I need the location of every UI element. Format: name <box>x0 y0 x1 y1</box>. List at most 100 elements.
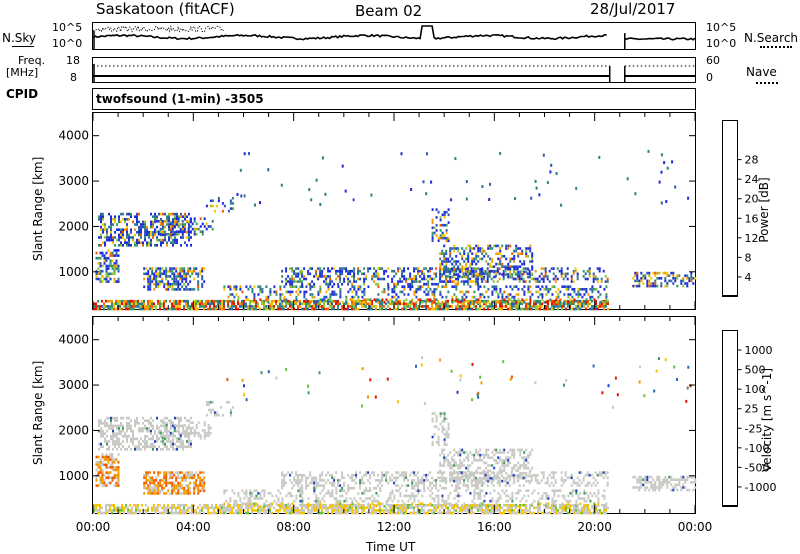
power-cell <box>329 293 332 296</box>
power-cell <box>323 302 325 306</box>
velocity-cell <box>229 509 231 512</box>
velocity-cell <box>397 509 399 512</box>
velocity-cell <box>565 509 567 512</box>
power-cell <box>101 280 104 283</box>
power-cell <box>668 279 671 283</box>
power-cell <box>174 231 176 234</box>
power-cell <box>182 236 184 239</box>
power-cell <box>229 202 232 205</box>
velocity-cell <box>191 421 194 424</box>
velocity-cell <box>259 494 262 498</box>
power-cell <box>443 272 446 276</box>
power-cell <box>556 277 559 281</box>
power-cell <box>353 285 356 288</box>
velocity-cell <box>111 455 114 459</box>
power-cell <box>457 260 460 263</box>
velocity-cell <box>349 503 351 507</box>
velocity-cell <box>295 473 298 477</box>
power-cell <box>199 305 201 308</box>
power-cell <box>445 249 448 253</box>
power-cell <box>321 299 323 303</box>
velocity-cell <box>403 503 405 507</box>
power-cell <box>119 307 121 311</box>
power-cell <box>467 267 470 270</box>
power-cell <box>654 271 657 275</box>
velocity-cell <box>127 506 129 510</box>
power-cell <box>281 302 283 306</box>
velocity-cell <box>317 503 319 507</box>
power-cell <box>445 295 448 299</box>
velocity-cell <box>561 506 563 510</box>
power-cell <box>130 244 132 247</box>
velocity-cell <box>397 505 400 508</box>
velocity-cell <box>190 416 192 420</box>
power-cell <box>197 288 200 291</box>
velocity-cell <box>116 432 118 435</box>
power-cell <box>325 275 328 278</box>
power-cell <box>597 305 599 308</box>
velocity-cell <box>429 502 432 505</box>
velocity-cell <box>183 479 186 482</box>
power-cell <box>98 215 100 218</box>
velocity-cell <box>389 494 392 498</box>
power-cell <box>475 305 477 308</box>
power-cell <box>407 267 410 270</box>
velocity-cell <box>148 429 150 433</box>
power-cell <box>502 277 505 281</box>
velocity-cell <box>207 426 210 430</box>
velocity-cell <box>375 509 377 512</box>
power-cell <box>257 293 260 296</box>
velocity-cell <box>441 494 444 498</box>
velocity-cell <box>445 503 447 507</box>
power-cell <box>120 241 122 244</box>
velocity-cell <box>479 503 481 507</box>
power-cell <box>201 222 204 226</box>
velocity-cell <box>140 429 142 433</box>
power-cell <box>105 269 108 273</box>
velocity-cell <box>177 481 180 485</box>
power-cell <box>112 236 114 239</box>
power-cell <box>447 260 450 263</box>
velocity-cell <box>251 505 254 508</box>
power-cell <box>603 307 605 311</box>
velocity-cell <box>173 424 176 427</box>
velocity-cell <box>223 502 226 505</box>
power-cell <box>188 225 190 229</box>
power-cell <box>299 285 302 288</box>
power-cell <box>441 305 443 308</box>
velocity-cell <box>182 427 184 430</box>
velocity-cell <box>301 511 303 515</box>
velocity-cell <box>349 506 351 510</box>
velocity-cell <box>174 416 176 420</box>
power-cell <box>561 307 563 311</box>
velocity-cell <box>371 494 374 498</box>
power-cell <box>104 236 106 239</box>
power-cell <box>109 254 112 257</box>
velocity-cell <box>447 497 450 500</box>
power-cell <box>411 280 414 283</box>
velocity-cell <box>467 503 469 507</box>
power-cell <box>163 305 165 308</box>
velocity-cell <box>144 442 146 446</box>
power-cell <box>126 241 128 244</box>
power-cell <box>411 282 414 286</box>
velocity-cell <box>156 448 158 451</box>
power-cell <box>173 282 176 286</box>
velocity-cell <box>237 506 239 510</box>
power-cell <box>227 285 230 288</box>
velocity-cell <box>174 448 176 451</box>
power-cell <box>105 275 108 278</box>
power-cell <box>249 305 251 308</box>
power-cell <box>168 236 170 239</box>
velocity-cell <box>297 481 300 485</box>
power-cell <box>215 305 217 308</box>
velocity-cell <box>165 506 167 510</box>
power-cell <box>447 290 450 294</box>
power-speckle <box>410 188 413 191</box>
velocity-cell <box>457 499 460 503</box>
power-cell <box>544 269 547 273</box>
power-speckle <box>598 155 601 159</box>
power-cell <box>144 233 146 237</box>
velocity-cell <box>157 509 159 512</box>
power-cell <box>523 290 526 294</box>
